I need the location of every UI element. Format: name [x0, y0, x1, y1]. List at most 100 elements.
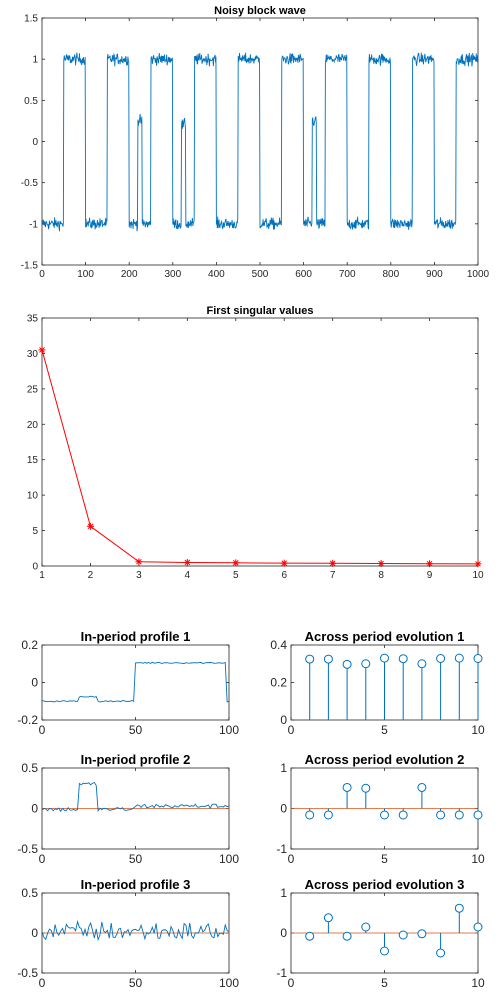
stem-marker	[342, 782, 352, 792]
y-tick-label: 20	[27, 420, 39, 431]
y-tick-label: 0	[31, 926, 38, 940]
x-tick-label: 100	[219, 976, 239, 990]
asterisk-marker	[38, 346, 46, 354]
asterisk-marker	[329, 559, 337, 567]
x-tick-label: 100	[77, 269, 94, 280]
x-tick-label: 0	[39, 269, 45, 280]
x-tick-label: 0	[288, 723, 295, 737]
y-tick-label: 0	[31, 676, 38, 690]
y-tick-label: -0.5	[17, 966, 38, 980]
y-tick-label: 5	[32, 526, 38, 537]
x-tick-label: 0	[288, 852, 295, 866]
stem-marker	[323, 654, 333, 664]
x-tick-label: 10	[472, 570, 484, 581]
y-tick-label: 1	[32, 55, 38, 66]
stem-marker	[342, 931, 352, 941]
series-line	[41, 52, 479, 232]
y-tick-label: 1	[280, 761, 287, 775]
chart-evo2: Across period evolution 20 5 10-101	[276, 752, 485, 866]
asterisk-marker	[426, 560, 434, 568]
x-tick-label: 600	[295, 269, 312, 280]
series-line	[41, 661, 230, 703]
stem-marker	[417, 782, 427, 792]
marker-stroke	[426, 560, 433, 567]
asterisk-marker	[474, 560, 482, 568]
x-tick-label: 0	[288, 976, 295, 990]
stem-marker	[417, 659, 427, 669]
x-tick-label: 4	[185, 570, 191, 581]
x-tick-label: 0	[39, 976, 46, 990]
x-tick-label: 800	[382, 269, 399, 280]
stem-marker	[398, 654, 408, 664]
x-tick-label: 700	[339, 269, 356, 280]
y-tick-label: 0	[280, 713, 287, 727]
x-tick-label: 10	[471, 976, 485, 990]
stem-marker	[473, 810, 483, 820]
y-tick-label: 0.5	[21, 886, 38, 900]
y-tick-label: -0.5	[17, 842, 38, 856]
y-tick-label: -0.5	[21, 178, 39, 189]
stem-marker	[342, 659, 352, 669]
asterisk-marker	[183, 558, 191, 566]
marker-stroke	[232, 560, 239, 566]
chart-prof2: In-period profile 20 50 100-0.500.5	[17, 752, 239, 866]
stem-marker	[380, 810, 389, 820]
stem-marker	[454, 903, 464, 913]
chart-title: First singular values	[207, 305, 314, 317]
x-tick-label: 2	[88, 570, 94, 581]
y-tick-label: 0.4	[270, 638, 287, 652]
x-tick-label: 400	[208, 269, 225, 280]
chart-sv: First singular values 1 2 3 4 5 6 7 8 9 10 0 5 10 15 20…	[27, 305, 484, 581]
x-tick-label: 1000	[467, 269, 490, 280]
stem-marker	[323, 810, 333, 820]
marker-stroke	[281, 560, 288, 566]
x-tick-label: 100	[219, 852, 239, 866]
chart-prof1: In-period profile 10 50 100-0.200.2	[17, 629, 239, 737]
x-tick-label: 5	[233, 570, 239, 581]
stem-marker	[436, 948, 446, 958]
x-tick-label: 6	[281, 570, 287, 581]
stem-marker	[361, 922, 371, 932]
chart-title: In-period profile 1	[81, 629, 191, 644]
x-tick-label: 7	[330, 570, 336, 581]
x-tick-label: 0	[39, 723, 46, 737]
chart-title: In-period profile 2	[81, 752, 191, 767]
chart-title: Across period evolution 2	[305, 752, 465, 767]
x-tick-label: 8	[378, 570, 384, 581]
axes-box	[41, 317, 479, 567]
asterisk-marker	[86, 522, 94, 530]
x-tick-label: 5	[381, 852, 388, 866]
y-tick-label: 10	[27, 491, 39, 502]
marker-stroke	[136, 558, 142, 565]
asterisk-marker	[232, 559, 240, 567]
x-tick-label: 200	[121, 269, 138, 280]
asterisk-marker	[377, 560, 385, 568]
chart-prof3: In-period profile 30 50 100-0.500.5	[17, 877, 239, 990]
stem-marker	[305, 931, 315, 941]
y-tick-label: 35	[27, 314, 39, 325]
asterisk-marker	[135, 558, 143, 566]
stem-marker	[454, 810, 464, 820]
y-tick-label: -1	[29, 219, 38, 230]
x-tick-label: 0	[39, 852, 46, 866]
marker-stroke	[475, 561, 481, 567]
y-tick-label: 1.5	[24, 14, 38, 25]
asterisk-marker	[280, 559, 288, 567]
y-tick-label: -1	[276, 842, 287, 856]
marker-stroke	[87, 523, 94, 530]
chart-title: Noisy block wave	[214, 5, 306, 17]
y-tick-label: 0.5	[21, 761, 38, 775]
stem-marker	[436, 810, 446, 820]
x-tick-label: 900	[426, 269, 443, 280]
y-tick-label: 0	[32, 562, 38, 573]
marker-stroke	[329, 560, 336, 567]
x-tick-label: 500	[252, 269, 269, 280]
stem-marker	[361, 783, 371, 793]
y-tick-label: -1	[276, 966, 287, 980]
axes-box	[41, 644, 230, 721]
x-tick-label: 9	[427, 570, 433, 581]
x-tick-label: 100	[219, 723, 239, 737]
stem-marker	[305, 810, 315, 820]
stem-marker	[380, 653, 389, 663]
